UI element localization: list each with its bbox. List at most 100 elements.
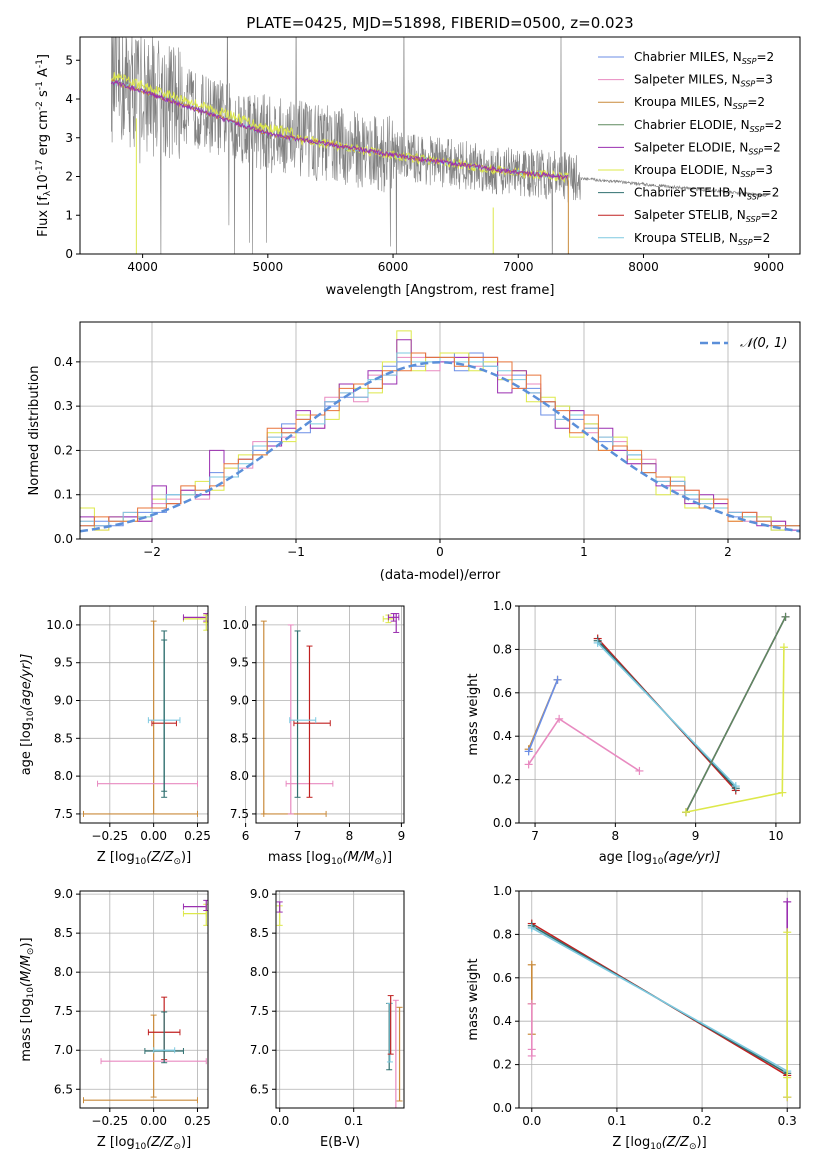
mass_Z-frame: [79, 890, 209, 1109]
0-xtick-label: 8000: [628, 260, 659, 274]
spectrum-ytick-label: 0: [65, 247, 73, 261]
label-part: erg cm: [36, 110, 51, 159]
residuals-plot-area: [80, 330, 800, 533]
weight_Z-xtick-label: 0.3: [778, 1114, 797, 1128]
label-part: s: [36, 90, 51, 101]
label-part: λ: [43, 190, 53, 196]
spectrum-ytick-label: 5: [65, 53, 73, 67]
label-part: 10: [36, 174, 51, 191]
legend-sub: SSP: [741, 170, 756, 179]
label-part: (age/yr)]: [19, 654, 34, 711]
legend-entry: Kroupa MILES, NSSP=2: [634, 95, 765, 111]
legend-tail: =2: [763, 140, 781, 154]
spectrum-ytick-label: 3: [65, 131, 73, 145]
age_Z-plot-area: [83, 613, 208, 817]
legend-tail: =2: [747, 95, 765, 109]
weight_Z-xtick-label: 0.0: [522, 1114, 541, 1128]
mass_Z-panel: −0.25 0.00 0.256.57.07.58.08.59.0Z [log10(…: [19, 887, 211, 1152]
mass_ebv-ytick-label: 8.0: [250, 965, 269, 979]
label-part: age [log: [19, 722, 34, 775]
legend-tail: =2: [756, 50, 774, 64]
label-part: )]: [181, 1135, 191, 1150]
age_mass-ytick-label: 10.0: [222, 618, 249, 632]
label-part: )]: [181, 850, 191, 865]
weight-line: [527, 717, 640, 772]
age_Z-ylabel: age [log10(age/yr)]: [19, 654, 36, 776]
spectrum-model-line: [110, 72, 569, 184]
weight-line: [597, 642, 737, 787]
legend-label: Chabrier ELODIE, N: [634, 118, 750, 132]
legend-sub: SSP: [748, 147, 763, 156]
legend-tail: =2: [762, 186, 780, 200]
age_Z-ytick-label: 8.5: [54, 731, 73, 745]
mass_ebv-frame: [275, 890, 405, 1109]
weight-line: [527, 679, 559, 752]
label-part: A: [36, 68, 51, 81]
age_Z-xtick-label: 0.25: [184, 829, 211, 843]
spectrum-plot-area: [110, 37, 769, 254]
legend-label: Salpeter STELIB, N: [634, 208, 746, 222]
spectrum-xlabel: wavelength [Angstrom, rest frame]: [326, 283, 555, 298]
res-xtick-label: −2: [143, 545, 161, 559]
0-xtick-label: 6000: [378, 260, 409, 274]
legend-label: Salpeter ELODIE, N: [634, 140, 748, 154]
age_Z-ytick-label: 9.0: [54, 694, 73, 708]
label-part: (M/M: [343, 850, 375, 865]
label-part: ⊙: [173, 1142, 181, 1152]
weight_age-ytick-label: 0.8: [493, 642, 512, 656]
legend-tail: =2: [760, 208, 778, 222]
weight_age-ylabel: mass weight: [466, 673, 481, 755]
weight_age-frame: [518, 605, 801, 824]
label-part: (Z/Z: [146, 850, 174, 865]
spectrum-model-line: [110, 79, 569, 181]
mass_Z-ytick-label: 7.5: [54, 1004, 73, 1018]
res-xtick-label: 1: [580, 545, 588, 559]
legend-label: Chabrier STELIB, N: [634, 186, 747, 200]
spectrum-ytick-label: 4: [65, 92, 73, 106]
age_mass-xtick-label: 7: [294, 829, 302, 843]
legend-label: Chabrier MILES, N: [634, 50, 742, 64]
age_mass-xtick-label: 8: [346, 829, 354, 843]
label-part: (age/yr)]: [663, 850, 720, 865]
legend-sub: SSP: [733, 102, 748, 111]
age_Z-ytick-label: 8.0: [54, 769, 73, 783]
mass_Z-xtick-label: 0.25: [184, 1114, 211, 1128]
legend-label: Kroupa ELODIE, N: [634, 163, 741, 177]
age_Z-ytick-label: 7.5: [54, 807, 73, 821]
legend-sub: SSP: [738, 238, 753, 247]
legend-sub: SSP: [741, 80, 756, 89]
weight_Z-ytick-label: 0.4: [493, 1014, 512, 1028]
label-part: ⊙: [374, 857, 382, 867]
mass_ebv-ytick-label: 8.5: [250, 926, 269, 940]
weight_age-ytick-label: 0.2: [493, 773, 512, 787]
label-part: (Z/Z: [146, 1135, 174, 1150]
label-part: E(B-V): [320, 1135, 360, 1150]
weight_age-xtick-label: 8: [612, 829, 620, 843]
legend-label: Salpeter MILES, N: [634, 73, 741, 87]
histogram-series: [80, 330, 800, 531]
normal-curve: [80, 361, 800, 533]
normal-legend-label: 𝒩(0, 1): [740, 336, 787, 351]
res-xtick-label: −1: [287, 545, 305, 559]
0-xtick-label: 4000: [127, 260, 158, 274]
weight_age-xtick-label: 10: [768, 829, 783, 843]
mass_Z-ytick-label: 8.5: [54, 926, 73, 940]
spectrum-panel: 4000 5000 6000 7000 8000 9000 0 1 2 3 4 5 wavelength…: [35, 36, 801, 298]
weight_age-ytick-label: 1.0: [493, 599, 512, 613]
mass_ebv-ytick-label: 7.0: [250, 1043, 269, 1057]
label-part: ⊙: [173, 857, 181, 867]
label-part: Z [log: [97, 850, 135, 865]
weight_Z-frame: [518, 890, 801, 1109]
legend-tail: =3: [755, 163, 773, 177]
legend-tail: =2: [753, 231, 771, 245]
label-part: 10: [26, 710, 36, 722]
weight_Z-xtick-label: 0.1: [607, 1114, 626, 1128]
res-ytick-label: 0.4: [54, 355, 73, 369]
histogram-series: [80, 352, 800, 527]
legend-sub: SSP: [742, 57, 757, 66]
age_mass-ytick-label: 9.0: [230, 694, 249, 708]
